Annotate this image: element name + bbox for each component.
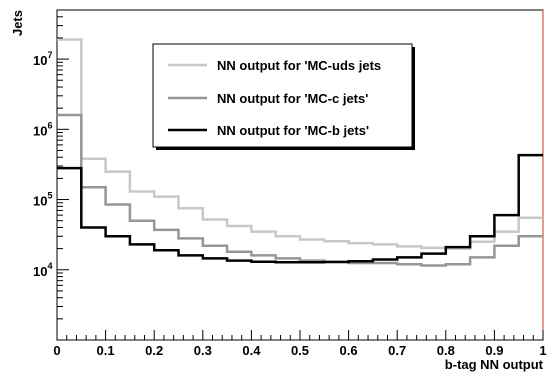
legend-label-1: NN output for 'MC-c jets' [217, 91, 368, 106]
x-axis: 0 0.1 0.2 0.3 0.4 0.5 0.6 0.7 0.8 0.9 1 [53, 330, 547, 358]
x-tick-label: 0.9 [485, 343, 503, 358]
legend-entries: NN output for 'MC-uds jets NN output for … [168, 58, 381, 138]
x-tick-label: 0.4 [242, 343, 261, 358]
series-layer [57, 38, 543, 267]
x-tick-label: 0.7 [388, 343, 406, 358]
legend-label-2: NN output for 'MC-b jets' [217, 123, 369, 138]
y-axis: 104 105 106 107 [33, 9, 69, 341]
y-tick-label: 104 [33, 261, 52, 279]
x-tick-label: 0.1 [97, 343, 115, 358]
y-tick-label: 106 [33, 120, 52, 138]
x-tick-label: 0.6 [340, 343, 358, 358]
series-line-1 [57, 113, 543, 267]
legend-label-0: NN output for 'MC-uds jets [217, 58, 381, 73]
y-tick-label: 107 [33, 50, 52, 68]
x-tick-label: 1 [539, 343, 546, 358]
x-axis-title: b-tag NN output [445, 357, 544, 372]
x-tick-label: 0.5 [291, 343, 309, 358]
series-line-2 [57, 153, 543, 264]
legend: NN output for 'MC-uds jets NN output for … [152, 43, 415, 150]
series-line-0 [57, 38, 543, 250]
x-tick-label: 0.3 [194, 343, 212, 358]
x-tick-label: 0.8 [437, 343, 455, 358]
x-tick-label: 0 [53, 343, 60, 358]
y-axis-title: Jets [10, 10, 25, 36]
y-tick-label: 105 [33, 191, 52, 209]
x-tick-label: 0.2 [145, 343, 163, 358]
